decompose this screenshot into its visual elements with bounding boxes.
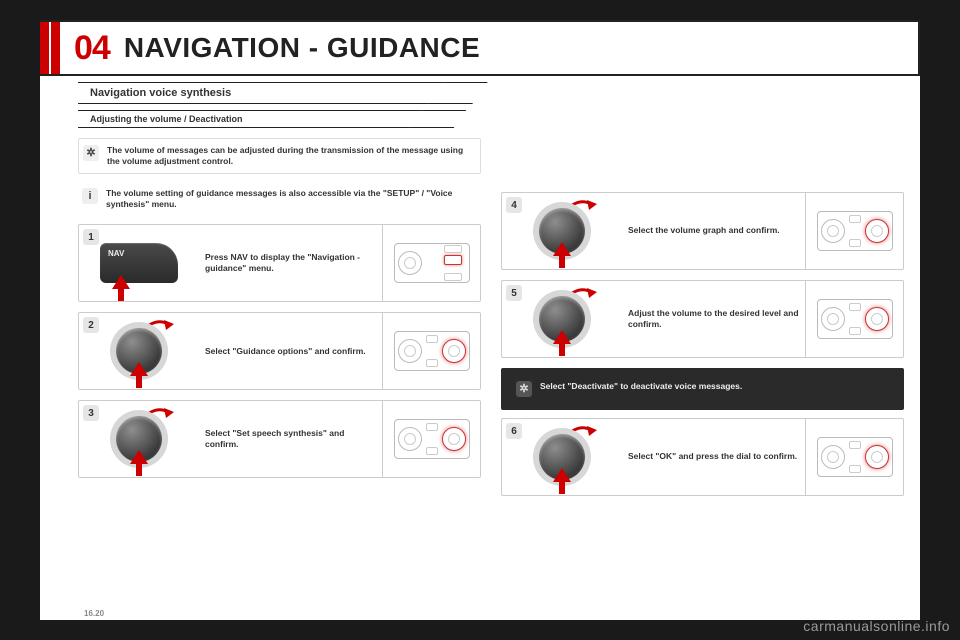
subsection-title: Navigation voice synthesis	[90, 87, 231, 99]
step-text: Select "OK" and press the dial to confir…	[622, 419, 805, 495]
step-number: 4	[506, 197, 522, 213]
watermark: carmanualsonline.info	[803, 618, 950, 634]
up-arrow-icon	[553, 330, 571, 356]
deactivate-note: ✲ Select "Deactivate" to deactivate voic…	[501, 368, 904, 410]
panel-thumbnail	[382, 225, 480, 301]
up-arrow-icon	[553, 468, 571, 494]
right-column: 4 Select the volume graph and confirm.	[501, 138, 904, 506]
page-number: 16.20	[84, 609, 104, 618]
info-note-setup: i The volume setting of guidance message…	[78, 182, 481, 216]
up-arrow-icon	[130, 450, 148, 476]
step-number: 1	[83, 229, 99, 245]
step-number: 2	[83, 317, 99, 333]
up-arrow-icon	[112, 275, 130, 301]
subsection-ribbon: Navigation voice synthesis	[78, 82, 458, 104]
section-title: NAVIGATION - GUIDANCE	[124, 32, 480, 64]
manual-page: 04 NAVIGATION - GUIDANCE Navigation voic…	[40, 20, 920, 620]
step-1: 1 NAV Press NAV to display the "Navigati…	[78, 224, 481, 302]
step-number: 3	[83, 405, 99, 421]
panel-thumbnail	[805, 281, 903, 357]
step-2: 2 Select "Guidance options" and confirm.	[78, 312, 481, 390]
info-icon: i	[82, 188, 98, 204]
step-text: Select "Guidance options" and confirm.	[199, 313, 382, 389]
step-number: 6	[506, 423, 522, 439]
step-6: 6 Select "OK" and press the dial to conf…	[501, 418, 904, 496]
subsubsection-title: Adjusting the volume / Deactivation	[90, 114, 243, 124]
panel-thumbnail	[805, 193, 903, 269]
section-number: 04	[74, 29, 110, 68]
info-text: The volume of messages can be adjusted d…	[107, 145, 474, 167]
up-arrow-icon	[553, 242, 571, 268]
panel-thumbnail	[805, 419, 903, 495]
subsubsection-ribbon: Adjusting the volume / Deactivation	[78, 110, 438, 128]
section-header: 04 NAVIGATION - GUIDANCE	[40, 20, 920, 76]
info-note-volume: ✲ The volume of messages can be adjusted…	[78, 138, 481, 174]
step-number: 5	[506, 285, 522, 301]
left-column: ✲ The volume of messages can be adjusted…	[78, 138, 481, 506]
panel-thumbnail	[382, 401, 480, 477]
up-arrow-icon	[130, 362, 148, 388]
asterisk-icon: ✲	[516, 381, 532, 397]
content-columns: ✲ The volume of messages can be adjusted…	[40, 128, 920, 506]
step-text: Select "Set speech synthesis" and confir…	[199, 401, 382, 477]
step-text: Press NAV to display the "Navigation - g…	[199, 225, 382, 301]
step-5: 5 Adjust the volume to the desired level…	[501, 280, 904, 358]
panel-thumbnail	[382, 313, 480, 389]
step-4: 4 Select the volume graph and confirm.	[501, 192, 904, 270]
step-text: Adjust the volume to the desired level a…	[622, 281, 805, 357]
step-3: 3 Select "Set speech synthesis" and conf…	[78, 400, 481, 478]
header-red-tabs	[40, 22, 62, 74]
info-text: Select "Deactivate" to deactivate voice …	[540, 381, 742, 392]
info-text: The volume setting of guidance messages …	[106, 188, 475, 210]
step-text: Select the volume graph and confirm.	[622, 193, 805, 269]
asterisk-icon: ✲	[83, 145, 99, 161]
